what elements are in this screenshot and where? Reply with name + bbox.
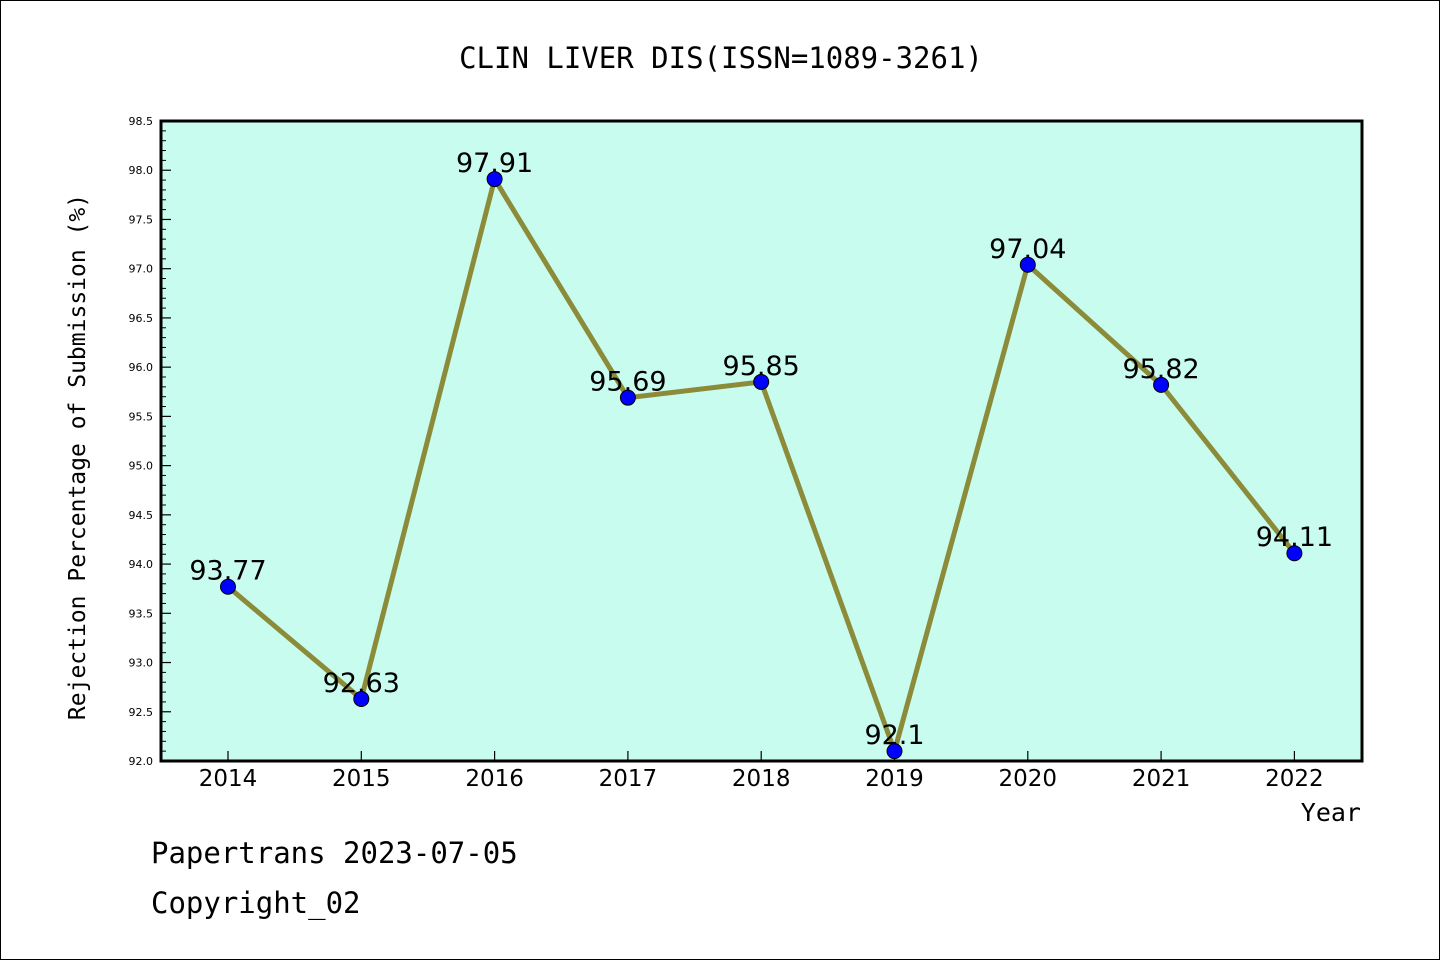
data-point (353, 690, 370, 707)
y-axis-label: Rejection Percentage of Submission (%) (65, 194, 91, 720)
y-tick-label: 97.5 (129, 213, 154, 226)
x-tick-label: 2016 (465, 766, 524, 792)
x-tick-label: 2022 (1265, 766, 1324, 792)
x-tick-label: 2019 (865, 766, 924, 792)
y-tick-label: 98.5 (129, 115, 154, 128)
data-series: 93.77 92.63 97.91 95.69 95.85 92.1 97.04 95.82 9… (189, 148, 1333, 760)
plot-area (159, 119, 1364, 763)
data-label: 95.69 (589, 367, 666, 398)
data-label: 92.63 (323, 668, 400, 699)
y-tick-label: 93.5 (129, 607, 154, 620)
y-tick-label: 95.5 (129, 410, 154, 423)
footer-copyright: Copyright_02 (151, 886, 361, 920)
data-point (1153, 376, 1170, 393)
data-point (1286, 545, 1303, 562)
y-tick-label: 96.5 (129, 312, 154, 325)
y-tick-label: 94.5 (129, 509, 154, 522)
y-tick-label: 96.0 (129, 361, 154, 374)
y-tick-label: 95.0 (129, 460, 154, 473)
y-tick-label: 97.0 (129, 263, 154, 276)
data-label: 97.91 (456, 148, 533, 179)
x-tick-label: 2020 (999, 766, 1058, 792)
data-point (619, 389, 636, 406)
x-tick-label: 2017 (599, 766, 658, 792)
data-label: 97.04 (989, 234, 1066, 265)
x-tick-label: 2015 (332, 766, 391, 792)
x-tick-label: 2018 (732, 766, 791, 792)
x-axis: 2014 2015 2016 2017 2018 2019 2020 2021 2022 (199, 751, 1324, 792)
data-point (1019, 256, 1036, 273)
y-tick-label: 93.0 (129, 657, 154, 670)
data-point (486, 171, 503, 188)
data-label: 95.85 (723, 351, 800, 382)
data-point (220, 578, 236, 595)
footer-date: Papertrans 2023-07-05 (151, 836, 518, 870)
data-label: 94.11 (1256, 522, 1333, 553)
data-point (753, 373, 770, 390)
x-tick-label: 2021 (1132, 766, 1191, 792)
y-tick-label: 92.5 (129, 706, 154, 719)
chart-title: CLIN LIVER DIS(ISSN=1089-3261) (459, 41, 983, 75)
y-tick-label: 92.0 (129, 755, 154, 768)
data-label: 92.1 (864, 720, 924, 751)
data-point (886, 743, 903, 760)
y-tick-label: 94.0 (129, 558, 154, 571)
x-tick-label: 2014 (199, 766, 258, 792)
y-axis: 92.0 92.5 93.0 93.5 94.0 94.5 95.0 95.5 96.0 96.5… (129, 115, 171, 768)
y-tick-label: 98.0 (129, 164, 154, 177)
x-axis-label: Year (1301, 798, 1361, 827)
data-label: 93.77 (189, 556, 266, 587)
data-label: 95.82 (1122, 354, 1199, 385)
